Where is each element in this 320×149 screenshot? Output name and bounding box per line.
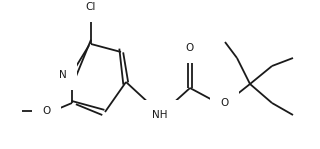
Text: O: O	[220, 98, 228, 108]
Text: O: O	[43, 106, 51, 116]
Text: NH: NH	[152, 110, 168, 120]
Text: O: O	[186, 43, 194, 53]
Text: Cl: Cl	[86, 2, 96, 12]
Text: N: N	[59, 70, 67, 80]
